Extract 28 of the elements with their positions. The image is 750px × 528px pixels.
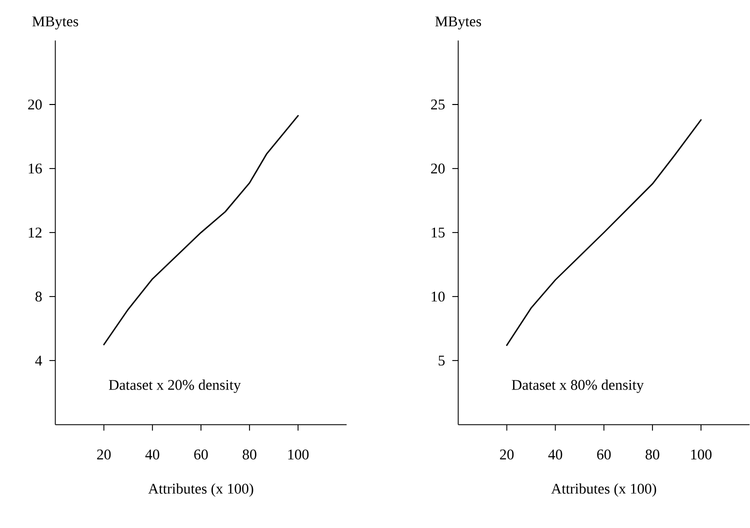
y-axis-title: MBytes — [435, 16, 482, 30]
x-tick-label: 40 — [145, 449, 160, 460]
y-tick-label: 20 — [28, 99, 42, 110]
annotation: Dataset x 20% density — [108, 379, 241, 393]
x-tick-label: 20 — [97, 449, 111, 460]
y-tick-label: 15 — [432, 227, 445, 238]
annotation: Dataset x 80% density — [512, 379, 644, 393]
y-tick-label: 4 — [35, 356, 42, 366]
x-tick-label: 40 — [548, 449, 562, 460]
y-axis-title: MBytes — [32, 16, 78, 30]
x-tick-label: 80 — [242, 449, 256, 460]
x-tick-label: 20 — [500, 449, 514, 460]
y-tick-label: 16 — [28, 163, 42, 174]
y-tick-label: 25 — [431, 99, 445, 110]
x-axis-title: Attributes (x 100) — [551, 483, 656, 497]
y-tick-label: 5 — [438, 356, 445, 366]
x-tick-label: 60 — [194, 449, 208, 460]
line-series — [506, 119, 702, 346]
line-series — [103, 114, 299, 346]
x-tick-label: 100 — [691, 449, 712, 460]
y-tick-label: 10 — [432, 291, 445, 302]
y-tick-label: 8 — [35, 291, 42, 302]
x-tick-label: 60 — [597, 449, 611, 460]
x-tick-label: 80 — [646, 449, 660, 460]
x-axis-title: Attributes (x 100) — [148, 483, 254, 497]
y-tick-label: 20 — [431, 163, 445, 174]
x-tick-label: 100 — [288, 449, 309, 460]
y-tick-label: 12 — [28, 228, 42, 238]
